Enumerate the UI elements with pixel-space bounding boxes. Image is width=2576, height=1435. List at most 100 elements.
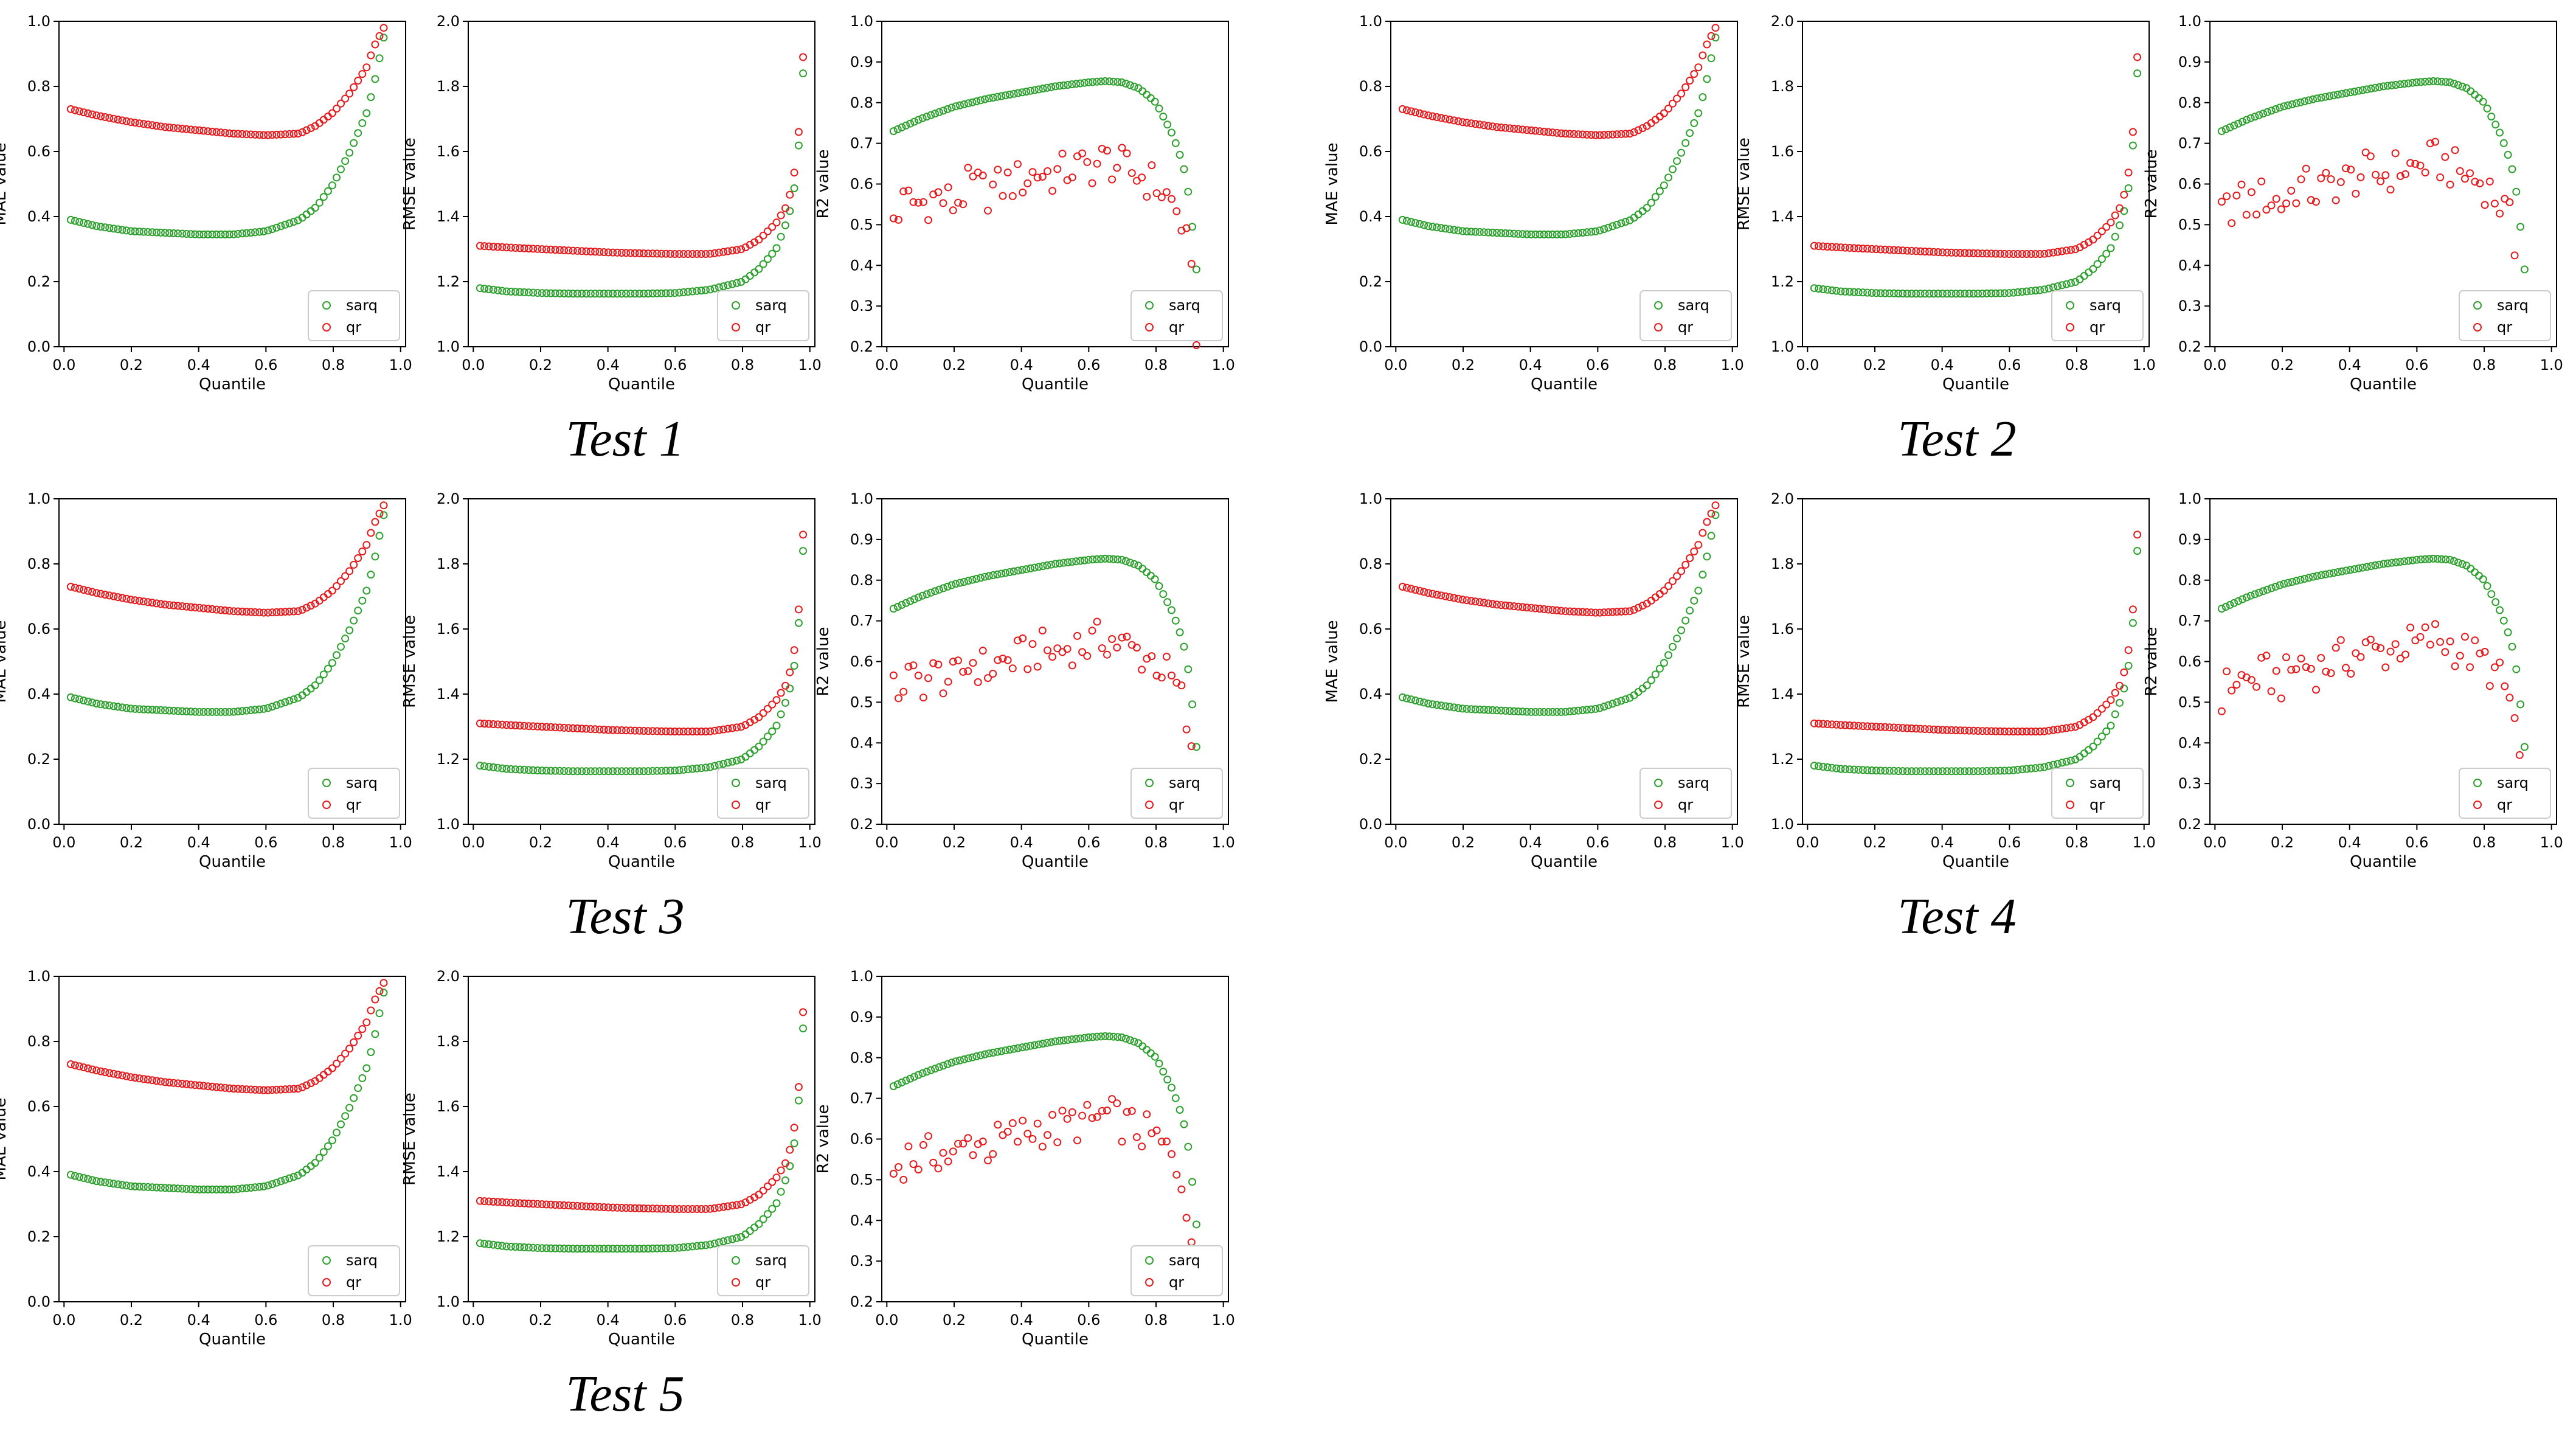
test-1-rmse-qr-point	[635, 249, 643, 257]
test-1-mae-legend-label-sarq: sarq	[346, 297, 378, 314]
test-4-mae-sarq-point	[1510, 707, 1518, 715]
test-1-mae-sarq-point	[195, 230, 204, 238]
test-1-r2-qr-point	[978, 172, 987, 179]
test-3-mae-qr-point	[345, 567, 354, 575]
test-4-r2-sarq-point	[2425, 555, 2433, 563]
test-2-title: Test 2	[1897, 411, 2017, 467]
test-3-mae-sarq-point	[260, 704, 268, 713]
test-5-r2-sarq-point	[956, 1056, 964, 1065]
test-2-r2-sarq-point	[2338, 89, 2346, 98]
test-3-r2-qr-point	[1132, 644, 1141, 652]
test-5-mae-qr-point	[191, 1081, 199, 1089]
test-2-mae-sarq-point	[1441, 224, 1450, 233]
test-1-mae-qr-point	[255, 131, 264, 139]
test-2-rmse-qr-point	[2005, 250, 2013, 258]
test-4-r2-qr-point	[2510, 714, 2519, 722]
test-2-mae-qr-point	[1518, 125, 1527, 134]
test-1-rmse-qr-point	[569, 246, 577, 255]
test-3-rmse-qr-point	[648, 727, 657, 735]
test-4-r2-qr-point	[2460, 633, 2469, 641]
test-1-r2-qr-point	[924, 216, 932, 224]
test-2-mae-sarq-point	[1458, 227, 1467, 235]
test-3-r2-sarq-point	[910, 595, 918, 603]
test-1-mae-sarq-point	[75, 218, 83, 226]
test-3-r2-qr-point	[984, 674, 992, 683]
test-4-r2-sarq-point	[2387, 558, 2396, 567]
test-4-mae-qr-point	[1506, 602, 1514, 610]
test-4-r2-qr-point	[2307, 664, 2315, 673]
test-3-r2-ytick-label: 0.5	[850, 693, 873, 711]
test-5-mae-sarq-point	[178, 1184, 187, 1193]
test-5-rmse-qr-point	[648, 1204, 657, 1213]
test-4-mae-qr-point	[1617, 607, 1626, 616]
test-3-rmse-sarq-point	[728, 757, 736, 766]
test-2-rmse-qr-point	[2040, 249, 2049, 258]
test-2-r2-qr-point	[2277, 205, 2285, 214]
test-2-mae-sarq-point	[1506, 229, 1514, 238]
test-3-rmse-qr-point	[653, 727, 661, 735]
test-2-rmse-xlabel: Quantile	[1942, 375, 2009, 394]
test-3-r2-legend-label-qr: qr	[1169, 796, 1184, 813]
test-2-rmse-qr-point	[2018, 250, 2026, 258]
test-4-mae-qr-point	[1411, 586, 1419, 594]
test-2-r2-qr-point	[2456, 167, 2464, 175]
test-4-r2-ytick-label: 0.4	[2178, 734, 2201, 751]
test-3-rmse-qr-point	[613, 726, 621, 734]
test-1-mae-qr-point	[199, 127, 208, 135]
test-4-rmse-sarq-point	[2049, 760, 2057, 769]
test-1-r2-sarq-point	[1076, 79, 1084, 88]
test-3-mae-sarq-point	[88, 698, 97, 707]
test-4-mae-qr-point	[1540, 605, 1548, 613]
test-5-mae-sarq-point	[131, 1182, 139, 1190]
test-3-r2-sarq-point	[1105, 555, 1113, 563]
test-1-r2-sarq-point	[1151, 97, 1159, 106]
test-2-mae-sarq-point	[1480, 228, 1488, 237]
test-1-mae-qr-point	[362, 63, 371, 72]
test-3-rmse-qr-point	[604, 726, 612, 734]
test-1-rmse-qr-point	[582, 247, 590, 255]
test-5-rmse-qr-point	[600, 1203, 608, 1211]
test-4-rmse-sarq-point	[1978, 767, 1987, 776]
test-1-rmse-qr-point	[640, 249, 648, 257]
test-3-r2-qr-point	[999, 655, 1007, 663]
test-4-rmse-qr-point	[2027, 728, 2035, 735]
test-5-rmse-xtick-label: 1.0	[798, 1312, 822, 1329]
test-5-rmse-qr-point	[768, 1178, 777, 1186]
test-3-r2-qr-point	[978, 647, 987, 655]
test-4-rmse-sarq-point	[1846, 765, 1854, 774]
test-3-r2-qr-point	[1078, 648, 1087, 656]
test-3-rmse-sarq-point	[653, 766, 661, 775]
test-5-rmse-qr-point	[564, 1201, 573, 1210]
test-5-r2-sarq-point	[947, 1058, 956, 1067]
test-2-mae-sarq-point	[1416, 220, 1424, 228]
test-2-mae-sarq-point	[1681, 139, 1690, 147]
test-4-rmse-chart: 0.0 0.2 0.4 0.6 0.8 1.01.01.21.41.61.82.0Quan…	[1735, 490, 2156, 871]
test-1-rmse-legend-label-qr: qr	[755, 319, 770, 336]
test-1-r2-sarq-point	[939, 106, 947, 115]
test-2-mae-sarq-point	[1600, 225, 1608, 234]
test-1-rmse-sarq-point	[794, 141, 803, 150]
test-3-rmse-qr-point	[511, 721, 520, 729]
test-4-rmse-qr-point	[2023, 728, 2031, 735]
test-2-mae-qr-point	[1694, 63, 1703, 72]
test-2-mae-qr-point	[1638, 124, 1647, 133]
test-3-r2-sarq-point	[977, 574, 985, 582]
test-1-mae-sarq-point	[345, 148, 354, 157]
test-2-r2-legend-marker-qr	[2473, 323, 2482, 332]
test-3-rmse-qr-point	[489, 720, 497, 728]
test-2-r2-qr-point	[2406, 159, 2415, 167]
test-2-mae-qr-point	[1441, 114, 1450, 123]
test-3-r2-qr-point	[1138, 665, 1146, 674]
test-3-rmse-sarq-point	[719, 760, 728, 768]
test-2-rmse-qr-point	[1846, 244, 1854, 252]
test-2-mae-sarq-point	[1527, 230, 1536, 238]
test-5-rmse-qr-point	[644, 1204, 653, 1213]
test-1-mae-qr-point	[281, 130, 289, 139]
test-2-r2-qr-point	[2272, 195, 2280, 203]
test-4-rmse-ylabel: RMSE value	[1735, 615, 1753, 708]
test-4-mae-ytick-label: 0.0	[1359, 816, 1382, 833]
test-4-rmse-sarq-point	[2023, 765, 2031, 773]
test-2-r2-sarq-point	[2317, 94, 2325, 102]
test-3-rmse-qr-point	[662, 727, 670, 735]
